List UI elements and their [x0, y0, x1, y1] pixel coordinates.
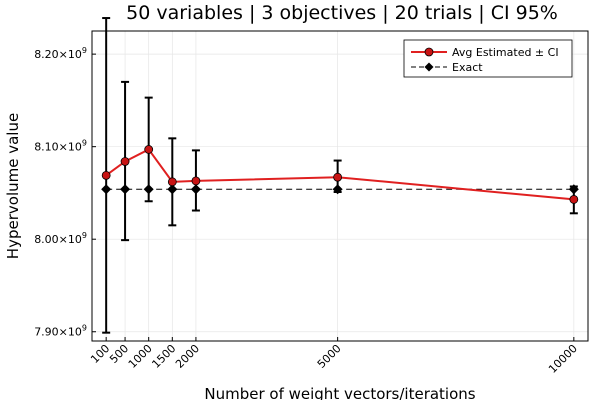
y-tick-label: 8.00×109	[34, 231, 87, 246]
x-tick-label: 1500	[149, 342, 178, 371]
estimated-point	[101, 170, 111, 180]
estimated-point	[569, 195, 579, 204]
y-axis-label: Hypervolume value	[4, 113, 22, 259]
x-tick-label: 5000	[315, 342, 344, 371]
y-tick-label: 7.90×109	[34, 324, 87, 339]
estimated-point	[120, 157, 130, 166]
x-axis-label: Number of weight vectors/iterations	[204, 385, 475, 400]
legend-label-exact: Exact	[452, 61, 483, 74]
estimated-point	[191, 176, 201, 186]
estimated-point	[144, 145, 154, 154]
y-axis: 7.90×109 8.00×109 8.10×109 8.20×109	[34, 46, 96, 339]
estimated-point	[167, 177, 177, 187]
x-tick-label: 2000	[173, 342, 202, 371]
x-tick-label: 1000	[126, 342, 155, 371]
legend: Avg Estimated ± CI Exact	[403, 39, 573, 78]
legend-marker-exact	[424, 62, 434, 72]
grid	[92, 31, 588, 341]
legend-box	[403, 39, 573, 78]
x-tick-label: 10000	[546, 342, 580, 376]
y-tick-label: 8.10×109	[34, 139, 87, 154]
plot-frame	[91, 30, 589, 342]
legend-marker-estimated	[424, 47, 434, 57]
legend-label-estimated: Avg Estimated ± CI	[452, 46, 559, 59]
series-estimated	[101, 17, 579, 334]
chart-title: 50 variables | 3 objectives | 20 trials …	[126, 2, 558, 24]
y-tick-label: 8.20×109	[34, 46, 87, 61]
estimated-point	[333, 172, 343, 182]
